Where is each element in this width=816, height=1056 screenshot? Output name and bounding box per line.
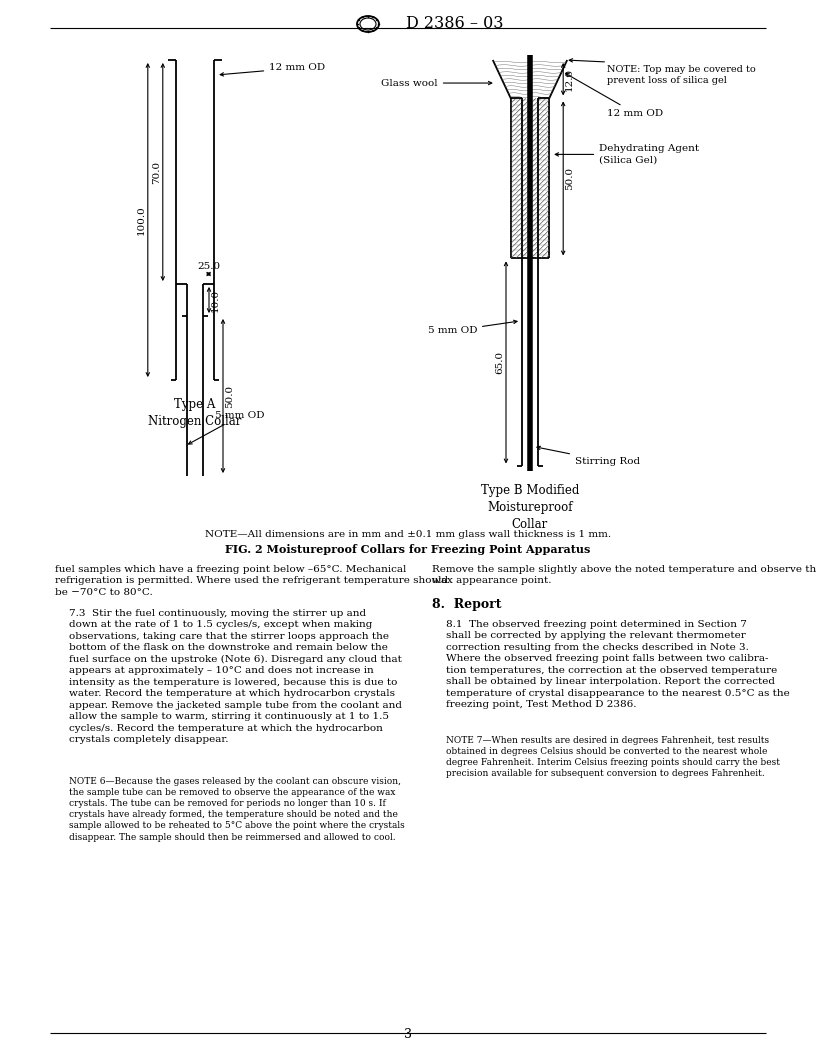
Text: Dehydrating Agent
(Silica Gel): Dehydrating Agent (Silica Gel) bbox=[555, 145, 699, 165]
Text: 70.0: 70.0 bbox=[152, 161, 161, 184]
Text: 3: 3 bbox=[404, 1027, 412, 1040]
Text: Remove the sample slightly above the noted temperature and observe the
wax appea: Remove the sample slightly above the not… bbox=[432, 565, 816, 585]
Text: 10.0: 10.0 bbox=[211, 288, 220, 312]
Text: Stirring Rod: Stirring Rod bbox=[537, 447, 640, 466]
Text: D 2386 – 03: D 2386 – 03 bbox=[406, 16, 503, 33]
Text: NOTE 6—Because the gases released by the coolant can obscure vision,
the sample : NOTE 6—Because the gases released by the… bbox=[69, 777, 405, 842]
Text: Type B Modified
Moistureproof
Collar: Type B Modified Moistureproof Collar bbox=[481, 485, 579, 531]
Text: fuel samples which have a freezing point below –65°C. Mechanical
refrigeration i: fuel samples which have a freezing point… bbox=[55, 565, 448, 597]
Text: 12 mm OD: 12 mm OD bbox=[220, 63, 326, 76]
Text: 25.0: 25.0 bbox=[197, 262, 220, 271]
Text: NOTE 7—When results are desired in degrees Fahrenheit, test results
obtained in : NOTE 7—When results are desired in degre… bbox=[446, 736, 780, 778]
Text: 12.0: 12.0 bbox=[565, 68, 574, 91]
Text: NOTE: Top may be covered to
prevent loss of silica gel: NOTE: Top may be covered to prevent loss… bbox=[607, 65, 756, 86]
Text: 8.  Report: 8. Report bbox=[432, 598, 502, 611]
Text: 50.0: 50.0 bbox=[225, 384, 234, 408]
Text: 8.1  The observed freezing point determined in Section 7
shall be corrected by a: 8.1 The observed freezing point determin… bbox=[446, 620, 790, 710]
Text: Type A
Nitrogen Collar: Type A Nitrogen Collar bbox=[149, 398, 242, 428]
Text: Glass wool: Glass wool bbox=[381, 78, 492, 88]
Text: FIG. 2 Moistureproof Collars for Freezing Point Apparatus: FIG. 2 Moistureproof Collars for Freezin… bbox=[225, 544, 591, 555]
Text: 5 mm OD: 5 mm OD bbox=[188, 412, 264, 445]
Text: 50.0: 50.0 bbox=[565, 167, 574, 190]
Text: 5 mm OD: 5 mm OD bbox=[428, 320, 517, 336]
Text: NOTE—All dimensions are in mm and ±0.1 mm glass wall thickness is 1 mm.: NOTE—All dimensions are in mm and ±0.1 m… bbox=[205, 530, 611, 539]
Text: 12 mm OD: 12 mm OD bbox=[565, 74, 663, 118]
Text: 7.3  Stir the fuel continuously, moving the stirrer up and
down at the rate of 1: 7.3 Stir the fuel continuously, moving t… bbox=[69, 609, 402, 744]
Text: 100.0: 100.0 bbox=[137, 205, 146, 234]
Text: 65.0: 65.0 bbox=[495, 351, 504, 374]
